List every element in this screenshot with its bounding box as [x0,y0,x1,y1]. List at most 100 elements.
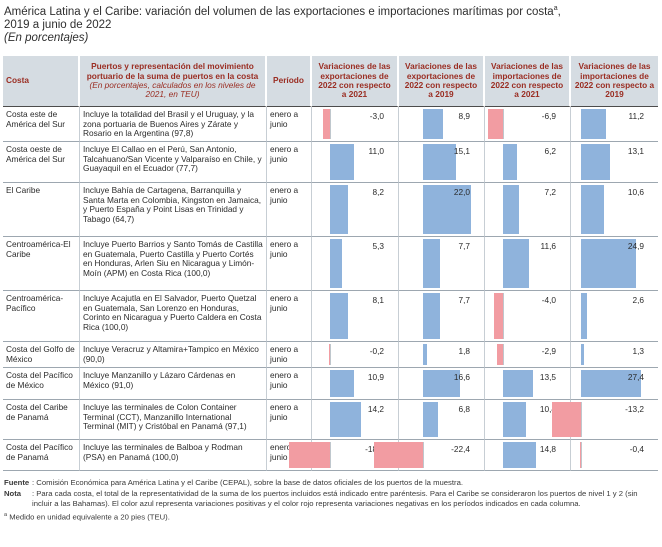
bar-area: 6,2 [487,144,568,180]
variation-cell: 1,3 [571,342,658,368]
footer-note: Nota : Para cada costa, el total de la r… [4,488,638,509]
bar-area: 5,3 [314,239,396,288]
costa-cell: Costa este de América del Sur [3,107,80,142]
bar-area: 11,6 [487,239,568,288]
value-label: 10,4 [539,404,556,414]
value-label: 14,2 [367,404,384,414]
variation-cell: -22,4 [373,440,485,471]
value-label: 8,1 [372,295,384,305]
bar-area: 14,2 [314,402,396,437]
value-label: -6,9 [541,111,556,121]
variation-cell: 11,6 [485,237,571,291]
puertos-cell: Incluye El Callao en el Perú, San Antoni… [80,142,267,183]
positive-bar [330,370,354,397]
positive-bar [330,239,342,288]
table-row: El Caribe Incluye Bahía de Cartagena, Bar… [3,183,658,237]
bar-area: 7,2 [487,185,568,234]
puertos-cell: Incluye Bahía de Cartagena, Barranquilla… [80,183,267,237]
bar-area: 13,1 [573,144,656,180]
bar-area: 8,2 [314,185,396,234]
table-body: Costa este de América del Sur Incluye la … [3,107,658,471]
variation-cell: 15,1 [399,142,485,183]
bar-area: 7,7 [401,293,482,339]
positive-bar [503,402,526,437]
bar-area: 1,3 [573,344,656,365]
positive-bar [423,185,472,234]
zero-line [330,109,331,139]
value-label: -4,0 [541,295,556,305]
value-label: 1,3 [632,346,644,356]
variation-cell: 6,2 [485,142,571,183]
footer: Fuente : Comisión Económica para América… [4,478,658,523]
bar-area: -4,0 [487,293,568,339]
value-label: 13,5 [539,372,556,382]
value-label: -0,2 [369,346,384,356]
variation-cell: 22,0 [399,183,485,237]
positive-bar [581,185,605,234]
variation-cell: 2,6 [571,291,658,342]
variation-cell: 14,2 [312,400,399,440]
positive-bar [503,370,533,397]
positive-bar [581,293,587,339]
positive-bar [503,144,517,180]
variation-cell: 6,8 [399,400,485,440]
positive-bar [581,239,636,288]
value-label: 1,8 [458,346,470,356]
positive-bar [330,293,348,339]
value-label: 13,1 [627,146,644,156]
bar-area: -0,2 [314,344,396,365]
header-puertos: Puertos y representación del movimiento … [80,56,267,107]
data-table: Costa Puertos y representación del movim… [3,56,658,471]
periodo-cell: enero a junio [267,368,312,400]
negative-bar [373,442,423,468]
bar-area: -2,9 [487,344,568,365]
zero-line [330,344,331,365]
costa-cell: Costa del Caribe de Panamá [3,400,80,440]
table-row: Costa oeste de América del Sur Incluye El… [3,142,658,183]
bar-area: -22,4 [373,442,482,468]
bar-area: 7,7 [401,239,482,288]
costa-cell: El Caribe [3,183,80,237]
value-label: 15,1 [453,146,470,156]
puertos-cell: Incluye las terminales de Colon Containe… [80,400,267,440]
value-label: 11,6 [540,241,556,251]
positive-bar [581,109,606,139]
zero-line [330,442,331,468]
zero-line [503,109,504,139]
bar-area: 2,6 [573,293,656,339]
variation-cell: 8,1 [312,291,399,342]
costa-cell: Centroamérica-El Caribe [3,237,80,291]
header-exp-2021: Variaciones de las exportaciones de 2022… [312,56,399,107]
negative-bar [494,293,503,339]
positive-bar [581,144,610,180]
puertos-cell: Incluye las terminales de Balboa y Rodma… [80,440,267,471]
header-periodo: Período [267,56,312,107]
table-row: Centroamérica-Pacífico Incluye Acajutla e… [3,291,658,342]
variation-cell: 24,9 [571,237,658,291]
variation-cell: 13,1 [571,142,658,183]
bar-area: 22,0 [401,185,482,234]
variation-cell: 16,6 [399,368,485,400]
positive-bar [503,442,536,468]
variation-cell: -6,9 [485,107,571,142]
value-label: 7,2 [544,187,556,197]
zero-line [503,344,504,365]
value-label: 10,6 [627,187,644,197]
value-label: 7,7 [458,295,470,305]
positive-bar [423,293,440,339]
bar-area: 8,1 [314,293,396,339]
value-label: -13,2 [625,404,644,414]
bar-area: 13,5 [487,370,568,397]
bar-area: 14,8 [487,442,568,468]
puertos-cell: Incluye la totalidad del Brasil y el Uru… [80,107,267,142]
puertos-cell: Incluye Acajutla en El Salvador, Puerto … [80,291,267,342]
bar-area: 27,4 [573,370,656,397]
value-label: 8,2 [372,187,384,197]
variation-cell: 11,0 [312,142,399,183]
variation-cell: -2,9 [485,342,571,368]
value-label: 24,9 [627,241,644,251]
variation-cell: 8,2 [312,183,399,237]
positive-bar [503,185,519,234]
header-imp-2021: Variaciones de las importaciones de 2022… [485,56,571,107]
value-label: 10,9 [367,372,384,382]
